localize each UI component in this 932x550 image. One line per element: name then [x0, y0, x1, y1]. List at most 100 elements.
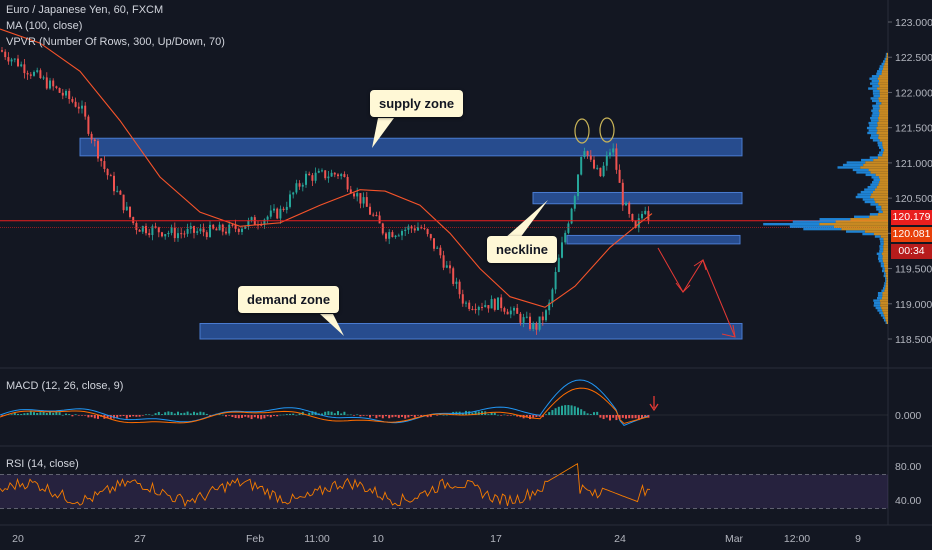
zone-box [532, 191, 743, 205]
candle-body [413, 228, 416, 231]
macd-hist-bar [132, 415, 135, 417]
vpvr-up-bar [877, 296, 882, 300]
candle-body [557, 257, 560, 272]
vpvr-up-bar [883, 272, 886, 275]
candle-body [605, 155, 608, 166]
macd-hist-bar [349, 414, 352, 416]
macd-hist-bar [545, 414, 547, 415]
candle-body [321, 170, 323, 172]
macd-hist-bar [65, 413, 67, 415]
candle-body [429, 234, 432, 239]
symbol-legend[interactable]: Euro / Japanese Yen, 60, FXCM [6, 4, 164, 16]
candle-body [516, 307, 519, 314]
vpvr-down-bar [884, 269, 888, 273]
vpvr-up-bar [878, 255, 883, 258]
candle-body [141, 226, 144, 232]
candle-body [308, 173, 311, 176]
rsi-band [0, 474, 888, 509]
vpvr-up-bar [870, 116, 879, 120]
candle-body [1, 50, 3, 52]
right-peak-circle [599, 117, 615, 143]
candle-body [298, 183, 301, 187]
vpvr-up-bar [877, 141, 883, 145]
vpvr-down-bar [885, 282, 888, 285]
candle-body [26, 73, 29, 75]
vpvr-down-bar [883, 311, 888, 315]
candle-body [532, 323, 535, 330]
vpvr-down-bar [883, 237, 888, 241]
zone-box [199, 323, 743, 340]
candle-body [577, 174, 579, 197]
vpvr-down-bar [885, 319, 888, 322]
candle-body [77, 106, 80, 109]
vpvr-down-bar [882, 141, 888, 145]
candle-body [119, 190, 122, 195]
macd-hist-bar [628, 415, 631, 419]
candle-body [148, 233, 151, 236]
vpvr-up-bar [876, 72, 882, 75]
candle-body [436, 247, 439, 249]
candle-body [61, 92, 64, 96]
vpvr-up-bar [881, 62, 885, 66]
candle-body [433, 238, 435, 249]
candle-body [362, 197, 365, 204]
rsi-legend[interactable]: RSI (14, close) [6, 458, 79, 470]
macd-hist-bar [20, 414, 23, 415]
candle-body [7, 57, 10, 62]
macd-hist-bar [538, 415, 541, 417]
vpvr-up-bar [877, 309, 883, 312]
candle-body [570, 208, 573, 224]
candle-body [458, 281, 461, 295]
vpvr-legend[interactable]: VPVR (Number Of Rows, 300, Up/Down, 70) [6, 36, 225, 48]
candle-body [487, 305, 490, 309]
macd-hist-bar [122, 415, 125, 416]
macd-hist-bar [509, 415, 512, 416]
moving-average-line [0, 28, 653, 308]
macd-legend[interactable]: MACD (12, 26, close, 9) [6, 380, 124, 392]
macd-hist-bar [362, 415, 365, 416]
vpvr-down-bar [880, 235, 888, 238]
vpvr-up-bar [885, 52, 887, 56]
vpvr-down-bar [877, 156, 888, 159]
candle-body [372, 214, 375, 216]
time-tick-label: 9 [855, 533, 861, 545]
candle-body [250, 217, 253, 221]
vpvr-up-bar [870, 134, 879, 137]
vpvr-up-bar [867, 185, 877, 189]
macd-hist-bar [58, 412, 61, 415]
vpvr-down-bar [860, 166, 888, 169]
candle-body [404, 229, 407, 232]
vpvr-down-bar [885, 316, 888, 320]
vpvr-down-bar [879, 84, 888, 88]
vpvr-down-bar [875, 173, 888, 177]
macd-hist-bar [276, 415, 279, 417]
candle-body [151, 226, 154, 236]
vpvr-up-bar [857, 193, 872, 196]
candle-body [634, 220, 637, 228]
vpvr-down-bar [881, 205, 888, 209]
ma-legend[interactable]: MA (100, close) [6, 20, 83, 32]
macd-hist-bar [401, 415, 403, 417]
vpvr-down-bar [884, 149, 888, 152]
vpvr-up-bar [880, 242, 884, 246]
macd-hist-bar [231, 415, 234, 418]
candle-body [247, 220, 250, 227]
macd-hist-bar [429, 415, 432, 417]
candle-body [583, 151, 586, 157]
vpvr-up-bar [885, 279, 887, 283]
vpvr-up-bar [879, 311, 884, 315]
macd-hist-bar [474, 411, 477, 415]
vpvr-up-bar [860, 190, 873, 194]
candle-body [109, 175, 112, 177]
vpvr-down-bar [863, 163, 888, 167]
macd-hist-bar [461, 412, 464, 415]
candle-body [125, 206, 128, 211]
candle-body [324, 170, 327, 179]
vpvr-up-bar [871, 114, 880, 117]
macd-hist-bar [23, 413, 26, 415]
candle-body [305, 173, 307, 185]
macd-hist-bar [145, 414, 147, 415]
candle-body [529, 316, 531, 330]
vpvr-down-bar [877, 77, 888, 80]
